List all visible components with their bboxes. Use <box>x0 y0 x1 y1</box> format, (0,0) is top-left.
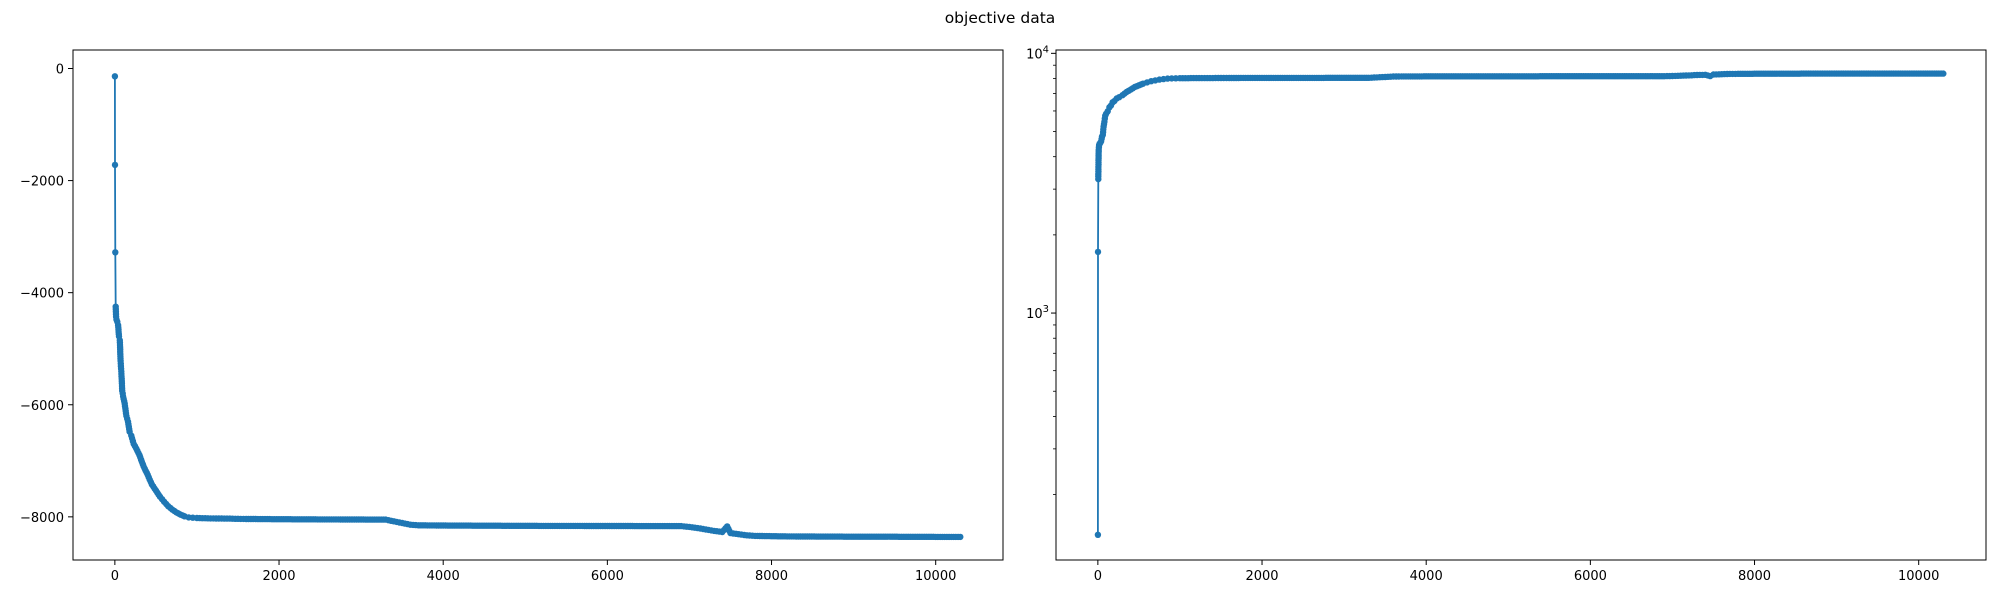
series-line <box>1097 72 1944 535</box>
data-point <box>957 533 964 541</box>
series-markers <box>1094 70 1947 538</box>
series-markers <box>111 73 964 541</box>
data-point <box>112 249 119 256</box>
figure-title: objective data <box>944 9 1056 27</box>
y-tick-label: 0 <box>56 62 64 77</box>
right-plot-log: 0 2000 4000 6000 8000 10000 103 104 <box>1026 44 1987 584</box>
y-tick-label: −8000 <box>20 511 64 526</box>
y-tick-label: −6000 <box>20 399 64 414</box>
y-tick-label: −2000 <box>20 175 64 190</box>
data-point <box>1094 531 1102 538</box>
x-tick-label: 8000 <box>755 569 788 584</box>
data-point <box>111 73 119 80</box>
y-tick-label: −4000 <box>20 287 64 302</box>
x-tick-label: 2000 <box>262 569 295 584</box>
y-tick-label: 103 <box>1026 304 1049 322</box>
x-tick-label: 2000 <box>1245 569 1278 584</box>
axes-frame <box>1055 49 1987 561</box>
x-tick-label: 4000 <box>1410 569 1443 584</box>
x-tick-label: 4000 <box>427 569 460 584</box>
x-tick-label: 6000 <box>1574 569 1607 584</box>
data-point <box>111 161 119 169</box>
data-point <box>1940 70 1947 77</box>
left-plot-linear: 0 2000 4000 6000 8000 10000 0 −2000 −4000 −6000 −8… <box>20 49 1004 584</box>
y-tick-label: 104 <box>1026 44 1049 62</box>
x-tick-label: 6000 <box>591 569 624 584</box>
axes-frame <box>72 49 1004 561</box>
x-tick-label: 0 <box>1094 569 1102 584</box>
x-tick-label: 10000 <box>915 569 956 584</box>
x-tick-label: 0 <box>111 569 119 584</box>
x-tick-label: 10000 <box>1898 569 1939 584</box>
x-tick-label: 8000 <box>1738 569 1771 584</box>
series-line <box>114 76 961 538</box>
data-point <box>1094 248 1102 256</box>
